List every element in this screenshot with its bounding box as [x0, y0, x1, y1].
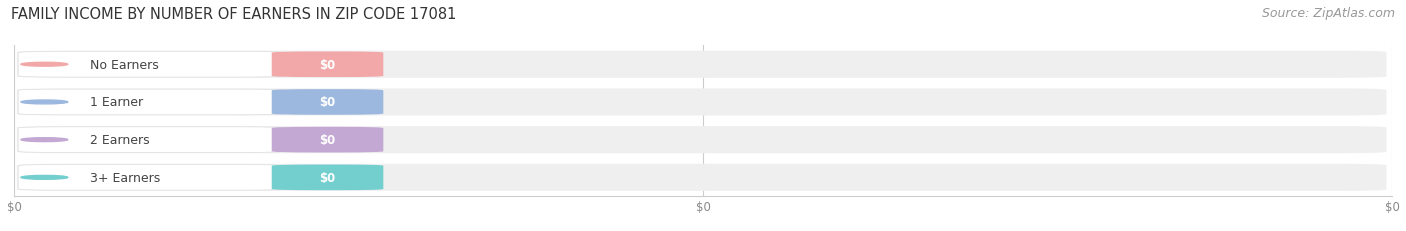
Text: $0: $0 [319, 96, 336, 109]
Ellipse shape [21, 176, 67, 179]
FancyBboxPatch shape [17, 164, 1386, 191]
Text: No Earners: No Earners [90, 58, 159, 71]
Ellipse shape [21, 100, 67, 104]
FancyBboxPatch shape [17, 52, 1386, 79]
FancyBboxPatch shape [17, 89, 1386, 116]
FancyBboxPatch shape [271, 127, 384, 153]
FancyBboxPatch shape [18, 52, 283, 78]
FancyBboxPatch shape [17, 127, 1386, 154]
Text: Source: ZipAtlas.com: Source: ZipAtlas.com [1261, 7, 1395, 20]
FancyBboxPatch shape [18, 165, 283, 190]
Text: 3+ Earners: 3+ Earners [90, 171, 160, 184]
Ellipse shape [21, 138, 67, 142]
FancyBboxPatch shape [271, 52, 384, 78]
Text: $0: $0 [319, 171, 336, 184]
Ellipse shape [21, 63, 67, 67]
Text: 1 Earner: 1 Earner [90, 96, 143, 109]
FancyBboxPatch shape [18, 90, 283, 115]
Text: $0: $0 [319, 58, 336, 71]
FancyBboxPatch shape [271, 90, 384, 115]
Text: $0: $0 [319, 134, 336, 146]
Text: FAMILY INCOME BY NUMBER OF EARNERS IN ZIP CODE 17081: FAMILY INCOME BY NUMBER OF EARNERS IN ZI… [11, 7, 457, 22]
FancyBboxPatch shape [18, 127, 283, 153]
Text: 2 Earners: 2 Earners [90, 134, 149, 146]
FancyBboxPatch shape [271, 165, 384, 190]
